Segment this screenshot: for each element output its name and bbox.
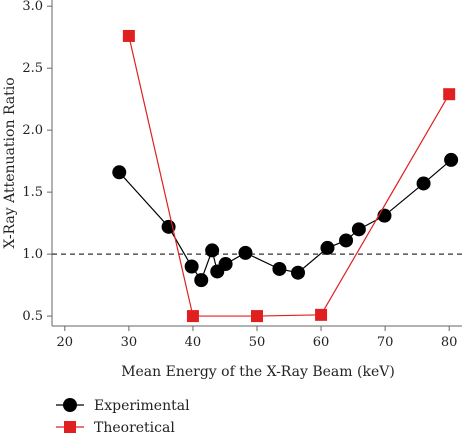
data-point-experimental (377, 208, 392, 223)
data-point-experimental (184, 259, 199, 274)
legend-marker-experimental (63, 398, 77, 412)
data-point-experimental (320, 240, 335, 255)
x-axis-title: Mean Energy of the X-Ray Beam (keV) (121, 364, 395, 380)
y-tick-label: 3.0 (22, 0, 43, 14)
data-point-experimental (218, 257, 233, 272)
legend-item-experimental: Experimental (56, 398, 190, 414)
legend-marker-theoretical (64, 421, 76, 433)
legend-label-theoretical: Theoretical (94, 420, 175, 434)
series-line-theoretical (128, 35, 450, 317)
data-point-experimental (112, 165, 127, 180)
y-tick-label: 2.0 (22, 123, 43, 138)
series-line-experimental (118, 159, 452, 282)
x-tick-label: 50 (249, 335, 266, 350)
legend-item-theoretical: Theoretical (56, 420, 175, 434)
data-point-experimental (444, 152, 459, 167)
data-point-theoretical (251, 310, 263, 323)
series-theoretical (122, 29, 456, 323)
data-point-experimental (291, 265, 305, 280)
y-tick-label: 0.5 (22, 309, 43, 324)
data-point-experimental (351, 222, 366, 237)
x-tick-label: 30 (121, 335, 138, 350)
y-tick-label: 1.0 (22, 247, 43, 262)
x-tick-label: 70 (377, 335, 394, 350)
plot-area: 20 30 40 50 60 70 80 0.5 1.0 1.5 2.0 2.5 3.0 (22, 0, 462, 350)
x-tick-label: 40 (185, 335, 202, 350)
y-tick-label: 1.5 (22, 185, 43, 200)
x-ticks: 20 30 40 50 60 70 80 (57, 326, 458, 350)
data-point-theoretical (315, 308, 328, 321)
legend-label-experimental: Experimental (94, 398, 190, 414)
data-point-theoretical (122, 29, 135, 42)
data-point-theoretical (443, 88, 456, 101)
data-point-experimental (416, 176, 431, 191)
data-point-experimental (339, 233, 354, 248)
data-point-theoretical (186, 310, 199, 323)
data-point-experimental (272, 261, 287, 276)
legend: Experimental Theoretical (56, 398, 190, 434)
series-experimental (112, 152, 459, 288)
data-point-experimental (238, 245, 253, 260)
y-tick-label: 2.5 (22, 61, 43, 76)
data-point-experimental (205, 243, 220, 258)
data-point-experimental (194, 273, 209, 288)
y-axis-title: X-Ray Attenuation Ratio (2, 77, 18, 248)
x-tick-label: 60 (313, 335, 330, 350)
series-layer (112, 29, 459, 323)
x-tick-label: 20 (57, 335, 74, 350)
y-ticks: 0.5 1.0 1.5 2.0 2.5 3.0 (22, 0, 52, 324)
x-tick-label: 80 (441, 335, 458, 350)
